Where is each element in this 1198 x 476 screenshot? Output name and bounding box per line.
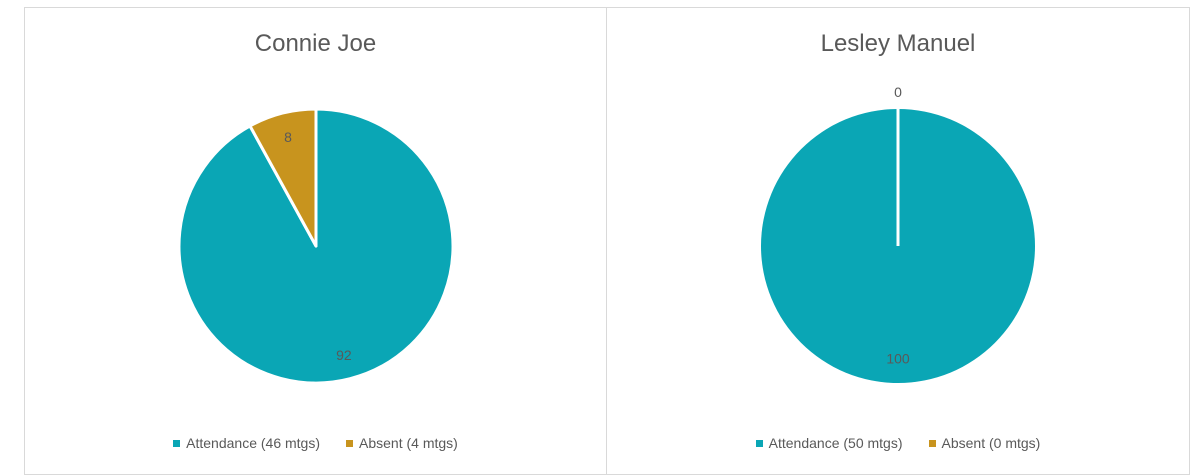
legend-label: Attendance (50 mtgs) [768, 435, 903, 451]
data-label-absent: 8 [284, 129, 292, 145]
legend-swatch-attendance [173, 439, 181, 447]
legend-item-attendance: Attendance (46 mtgs) [173, 435, 320, 451]
legend-item-attendance: Attendance (50 mtgs) [755, 435, 903, 451]
legend-item-absent: Absent (0 mtgs) [928, 435, 1041, 451]
legend-label: Attendance (46 mtgs) [186, 435, 321, 451]
pie-slice-absent [248, 107, 318, 248]
data-label-absent: 0 [894, 84, 902, 100]
chart-panel-lesley-manuel: Lesley Manuel 100 0 Attendance (50 mtgs) … [607, 7, 1190, 475]
legend-label: Absent (4 mtgs) [359, 435, 458, 451]
legend-swatch-attendance [755, 439, 763, 447]
legend-swatch-absent [928, 439, 936, 447]
chart-title: Lesley Manuel [820, 30, 976, 57]
data-label-attendance: 92 [336, 347, 352, 363]
data-label-attendance: 100 [886, 350, 910, 366]
legend-label: Absent (0 mtgs) [941, 435, 1041, 451]
chart-legend: Attendance (46 mtgs) Absent (4 mtgs) [25, 435, 606, 451]
pie-chart: 100 0 [761, 84, 1035, 383]
legend-item-absent: Absent (4 mtgs) [346, 435, 458, 451]
legend-swatch-absent [346, 439, 354, 447]
chart-legend: Attendance (50 mtgs) Absent (0 mtgs) [607, 435, 1189, 451]
pie-chart: 92 8 [177, 107, 455, 385]
pie-slice-attendance [177, 107, 455, 385]
chart-panel-connie-joe: Connie Joe 92 8 Attendance (46 mtgs) Abse… [24, 7, 607, 475]
chart-title: Connie Joe [254, 30, 377, 57]
